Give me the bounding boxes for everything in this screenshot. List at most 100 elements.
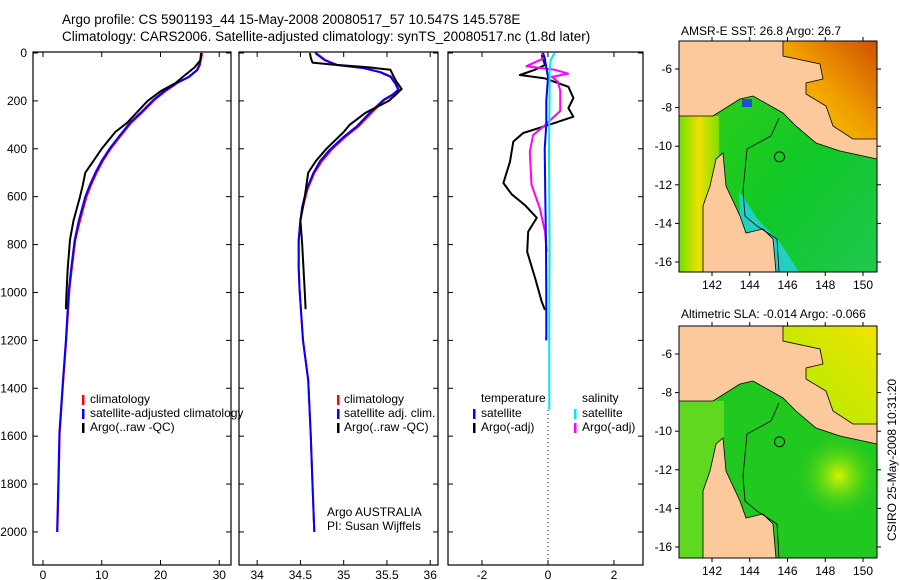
depth-tick-label: 200 [7,94,27,108]
difference-legend: temperature salinity satellite Argo(-adj… [473,391,635,434]
depth-tick-label: 600 [7,190,27,204]
series-line-salinity-argo-adj- [525,52,570,252]
lat-tick-label: -10 [655,139,673,153]
annotation-pi: PI: Susan Wijffels [327,519,421,533]
lon-tick-label: 148 [815,278,835,292]
lat-tick-label: -16 [655,255,673,269]
sst-map [678,40,878,273]
sst-map-title: AMSR-E SST: 26.8 Argo: 26.7 [681,24,841,38]
series-line-temperature-argo-adj- [502,54,575,311]
depth-tick-label: 400 [7,142,27,156]
lon-tick-label: 150 [853,278,873,292]
legend-label: Argo(..raw -QC) [90,420,175,434]
depth-tick-label: 1200 [0,333,27,347]
solomon-sea-area [783,326,877,424]
legend-swatch-argo [337,423,340,433]
x-tick-label: 34.5 [289,568,313,580]
lat-tick-label: -12 [655,178,673,192]
high-sla-patch [794,431,884,521]
series-line-salinity-satellite [548,52,556,410]
series-line-temperature-satellite [542,52,549,341]
title-line-2: Climatology: CARS2006. Satellite-adjuste… [62,29,590,44]
x-tick-label: 35.5 [375,568,399,580]
series-line-satellite-adj-clim- [297,52,400,533]
depth-tick-label: 0 [20,46,27,60]
plot-frame [32,51,232,566]
depth-tick-label: 1000 [0,285,27,299]
series-line-satellite-adjusted-climatology [56,52,203,533]
legend-label: Argo(-adj) [481,420,534,434]
lon-tick-label: 144 [740,278,760,292]
land-cape-york [702,437,777,559]
argo-float-marker [774,151,785,163]
lat-tick-label: -14 [655,216,673,230]
series-line-argo-raw-qc- [299,52,403,310]
legend-label: satellite [481,406,522,420]
argo-float-marker [774,436,785,448]
lon-tick-label: 148 [815,564,835,578]
profile-panel-0: 0 200 400 600 800 1000 1200 1400 1600 1800 2000 0 10… [0,46,232,580]
x-tick-label: 0 [40,568,47,580]
x-tick-label: 20 [154,568,168,580]
solomon-sea-warm [783,41,877,139]
bathymetry-contour [742,117,780,273]
plot-frame [238,51,439,566]
legend-header-temperature: temperature [481,391,546,405]
x-tick-label: 2 [611,568,618,580]
lat-tick-label: -6 [661,62,672,76]
cold-pixels [742,99,752,107]
depth-tick-label: 2000 [0,525,27,539]
legend-swatch-temp-argo [473,423,476,433]
legend-swatch-satellite [82,409,85,419]
depth-tick-label: 1800 [0,477,27,491]
legend-header-salinity: salinity [582,391,619,405]
legend-label: satellite [582,406,623,420]
legend-label: climatology [344,392,404,406]
legend-label: Argo(-adj) [582,420,635,434]
legend-swatch-temp-satellite [473,409,476,419]
sla-map [678,325,884,559]
temperature-legend: climatology satellite-adjusted climatolo… [82,392,243,434]
lon-tick-label: 150 [853,564,873,578]
profile-panel-2: -202difference from climatology [447,51,644,580]
legend-label: Argo(..raw -QC) [344,420,429,434]
land-cape-york [702,152,777,273]
x-tick-label: 34 [250,568,264,580]
lat-tick-label: -8 [661,101,672,115]
title-line-1: Argo profile: CS 5901193_44 15-May-2008 … [62,12,520,27]
legend-swatch-argo [82,423,85,433]
lon-tick-label: 146 [777,564,797,578]
x-tick-label: 30 [213,568,227,580]
annotation-argo-australia: Argo AUSTRALIA [327,505,422,519]
legend-label: climatology [90,392,150,406]
depth-tick-label: 800 [7,238,27,252]
lon-tick-label: 146 [777,278,797,292]
salinity-legend: climatology satellite adj. clim. Argo(..… [327,392,435,533]
lon-tick-label: 144 [740,564,760,578]
legend-swatch-satellite [337,409,340,419]
legend-swatch-climatology [82,395,85,405]
x-tick-label: -2 [477,568,488,580]
legend-label: satellite adj. clim. [344,406,435,420]
x-tick-label: 35 [337,568,351,580]
lat-tick-label: -8 [661,386,672,400]
lat-tick-label: -14 [655,501,673,515]
legend-swatch-sal-argo [574,423,577,433]
shelf-cyan-area [739,191,799,272]
legend-swatch-climatology [337,395,340,405]
bathymetry-contour [742,402,780,559]
sla-map-title: Altimetric SLA: -0.014 Argo: -0.066 [681,307,866,321]
lat-tick-label: -6 [661,347,672,361]
series-line-argo-raw-qc- [64,52,202,310]
x-tick-label: 10 [95,568,109,580]
map-axes: -6 -8 -10 -12 -14 -16 142 144 146 148 150 -6 -8 -10 -1… [655,37,881,578]
depth-tick-label: 1600 [0,429,27,443]
x-tick-label: 36 [424,568,438,580]
legend-label: satellite-adjusted climatology [90,406,243,420]
legend-swatch-sal-satellite [574,409,577,419]
depth-tick-label: 1400 [0,381,27,395]
timestamp-label: CSIRO 25-May-2008 10:31:20 [885,379,899,541]
x-tick-label: 0 [545,568,552,580]
